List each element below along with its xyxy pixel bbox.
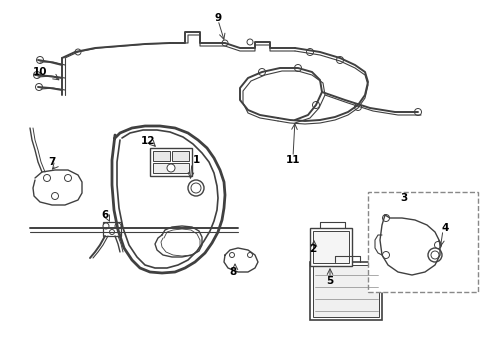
Bar (103, 222, 121, 236)
Circle shape (51, 193, 58, 199)
Bar (153, 163, 189, 173)
Circle shape (115, 223, 121, 229)
Circle shape (354, 104, 362, 111)
Text: 5: 5 (326, 276, 334, 286)
Circle shape (191, 183, 201, 193)
Text: 11: 11 (286, 155, 300, 165)
Bar (313, 231, 349, 263)
Circle shape (33, 72, 41, 78)
Circle shape (36, 57, 44, 63)
Circle shape (103, 223, 109, 229)
Circle shape (247, 39, 253, 45)
Circle shape (415, 108, 421, 116)
Text: 6: 6 (101, 210, 109, 220)
Circle shape (383, 252, 390, 258)
Bar (150, 148, 192, 176)
Circle shape (383, 215, 390, 221)
Circle shape (167, 164, 175, 172)
Bar (310, 262, 382, 320)
Circle shape (229, 252, 235, 257)
Circle shape (188, 180, 204, 196)
Circle shape (75, 49, 81, 55)
Bar (310, 228, 352, 266)
Circle shape (65, 175, 72, 181)
Bar (153, 151, 170, 161)
Circle shape (337, 57, 343, 63)
Circle shape (307, 49, 314, 55)
Bar (313, 265, 379, 317)
Text: 8: 8 (229, 267, 237, 277)
Text: 2: 2 (309, 244, 317, 254)
Text: 4: 4 (441, 223, 449, 233)
Circle shape (313, 102, 319, 108)
Text: 3: 3 (400, 193, 408, 203)
Text: 9: 9 (215, 13, 221, 23)
Circle shape (222, 40, 228, 46)
Circle shape (435, 242, 441, 248)
Circle shape (109, 230, 115, 234)
Circle shape (431, 251, 439, 259)
Text: 7: 7 (49, 157, 56, 167)
Bar (368, 192, 478, 292)
Circle shape (35, 84, 43, 90)
Text: 12: 12 (141, 136, 155, 146)
Text: 1: 1 (193, 155, 199, 165)
Bar (172, 151, 189, 161)
Text: 10: 10 (33, 67, 47, 77)
Circle shape (294, 64, 301, 72)
Circle shape (428, 248, 442, 262)
Circle shape (44, 175, 50, 181)
Circle shape (259, 68, 266, 76)
Circle shape (247, 252, 252, 257)
